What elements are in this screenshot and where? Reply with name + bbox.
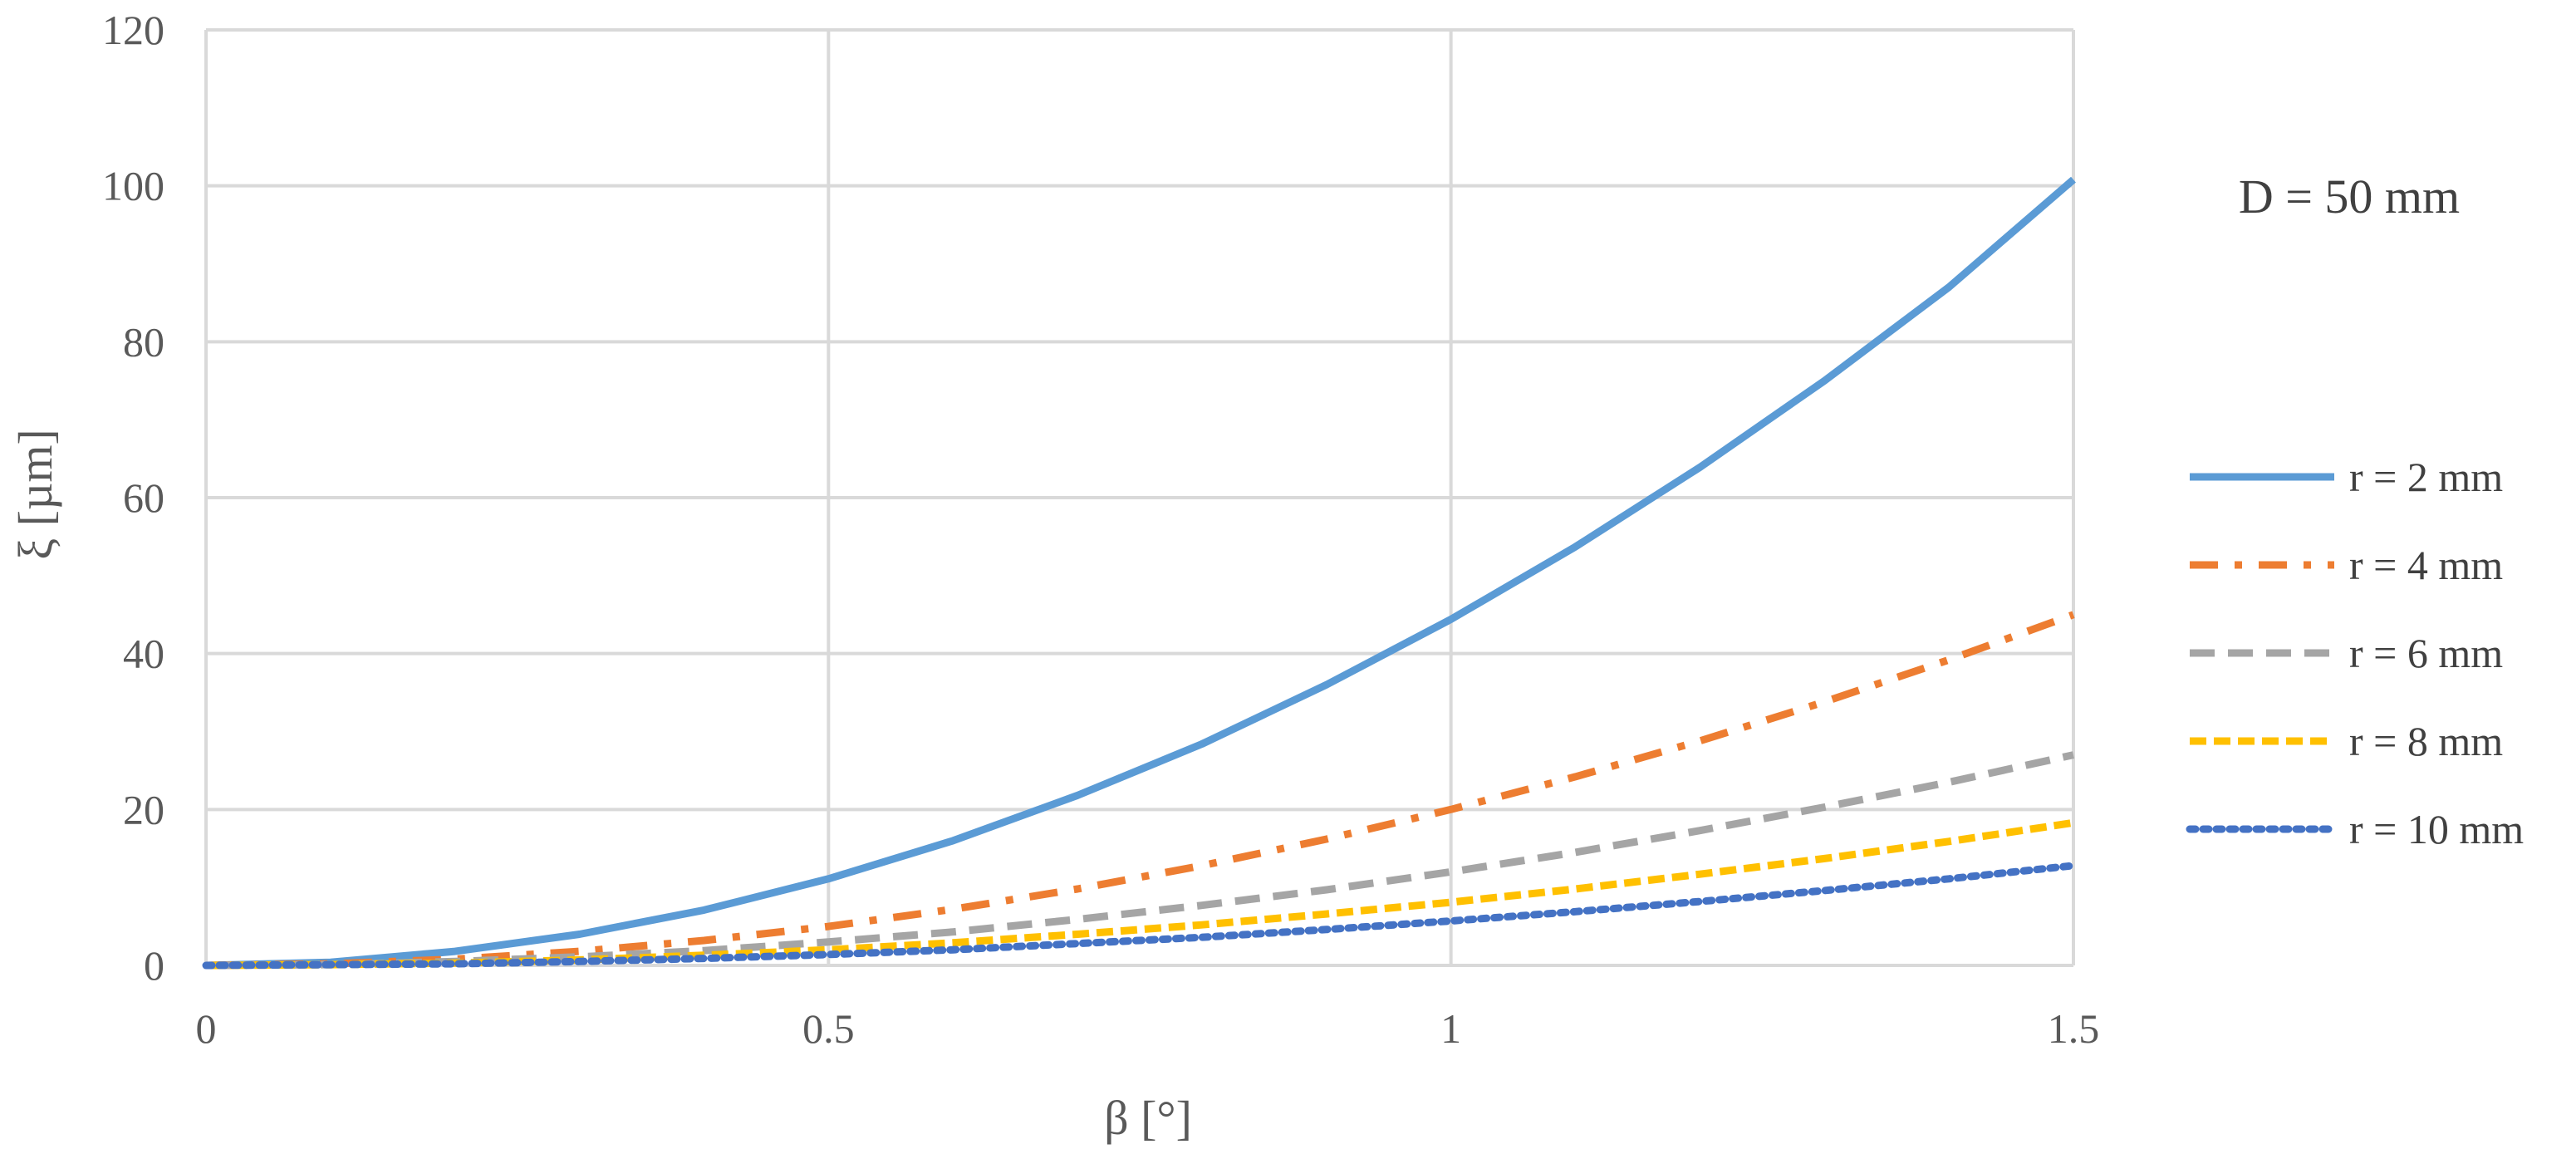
legend-label: r = 4 mm <box>2349 542 2503 588</box>
y-tick-label: 20 <box>123 786 164 832</box>
y-axis-title: ξ [µm] <box>8 429 62 560</box>
y-tick-label: 60 <box>123 474 164 521</box>
x-tick-label: 0.5 <box>802 1005 855 1052</box>
legend-label: r = 10 mm <box>2349 806 2524 852</box>
y-tick-label: 100 <box>102 163 164 209</box>
legend-item: r = 2 mm <box>2190 454 2503 500</box>
y-tick-label: 0 <box>144 942 164 989</box>
legend-item: r = 6 mm <box>2190 630 2503 676</box>
x-tick-label: 1 <box>1440 1005 1461 1052</box>
diameter-annotation: D = 50 mm <box>2239 169 2460 223</box>
legend-label: r = 8 mm <box>2349 718 2503 764</box>
x-tick-label: 1.5 <box>2048 1005 2100 1052</box>
y-tick-label: 80 <box>123 318 164 365</box>
grid <box>204 28 2075 967</box>
series-line <box>202 862 2078 970</box>
legend-item: r = 4 mm <box>2190 542 2503 588</box>
legend-item: r = 10 mm <box>2186 806 2524 852</box>
legend-label: r = 6 mm <box>2349 630 2503 676</box>
tick-labels: 0 20 40 60 80 100 120 0 0.5 1 1.5 <box>102 7 2099 1052</box>
x-axis-title: β [°] <box>1104 1091 1192 1145</box>
legend-label: r = 2 mm <box>2349 454 2503 500</box>
legend-item: r = 8 mm <box>2190 718 2503 764</box>
y-tick-label: 40 <box>123 631 164 677</box>
series-line <box>205 176 2076 970</box>
y-tick-label: 120 <box>102 7 164 53</box>
series-lines <box>202 176 2078 970</box>
legend: r = 2 mm r = 4 mm r = 6 mm r = 8 mm r = 10 m… <box>2186 454 2524 852</box>
x-tick-label: 0 <box>196 1005 217 1052</box>
